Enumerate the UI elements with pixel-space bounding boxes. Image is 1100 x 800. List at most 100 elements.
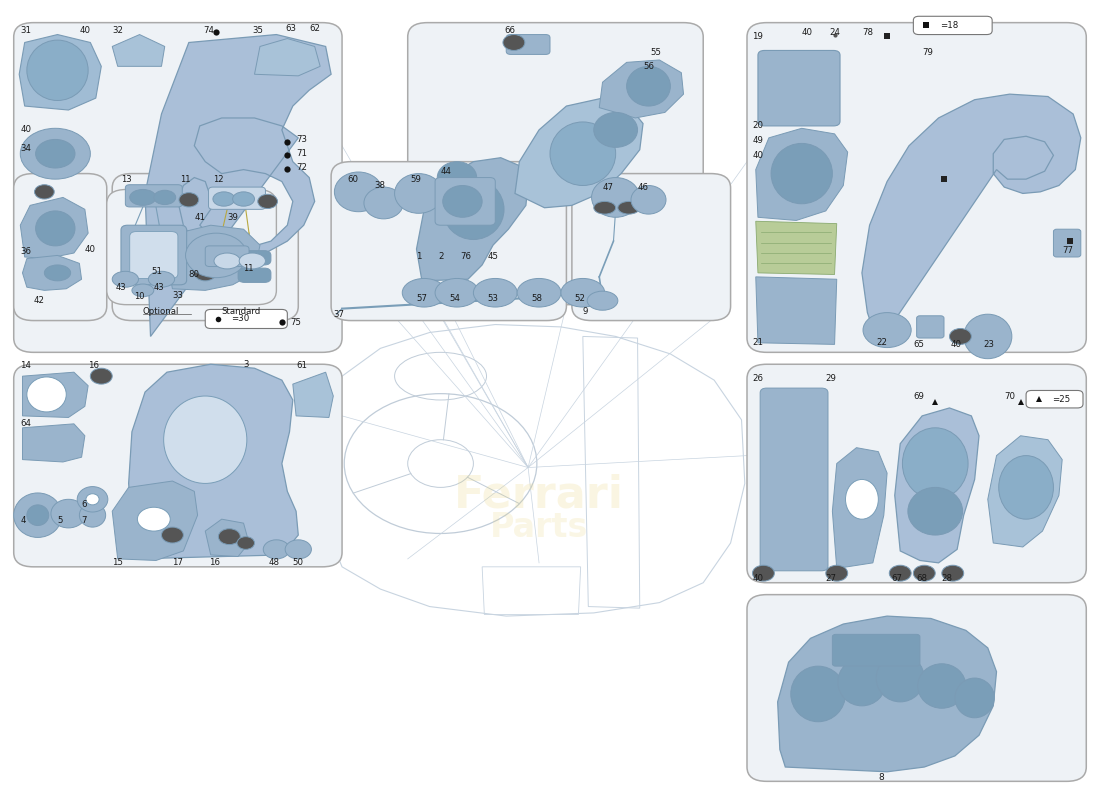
Text: 40: 40 (752, 151, 763, 160)
Ellipse shape (138, 507, 170, 531)
Polygon shape (112, 34, 165, 66)
Text: 24: 24 (829, 29, 840, 38)
Ellipse shape (130, 190, 156, 206)
Text: 67: 67 (891, 574, 902, 583)
Text: 70: 70 (1004, 391, 1015, 401)
Polygon shape (293, 372, 333, 418)
Text: 57: 57 (417, 294, 428, 303)
Polygon shape (756, 128, 848, 221)
Ellipse shape (232, 192, 254, 206)
Text: 76: 76 (460, 253, 471, 262)
Polygon shape (112, 481, 198, 561)
Ellipse shape (44, 265, 70, 281)
Ellipse shape (26, 377, 66, 412)
FancyBboxPatch shape (760, 388, 828, 571)
Ellipse shape (34, 185, 54, 199)
Ellipse shape (949, 329, 971, 344)
Text: 29: 29 (826, 374, 837, 383)
FancyBboxPatch shape (209, 187, 265, 210)
Text: 20: 20 (752, 122, 763, 130)
Polygon shape (19, 34, 101, 110)
Text: 37: 37 (333, 310, 344, 318)
Text: 40: 40 (752, 574, 763, 583)
FancyBboxPatch shape (747, 594, 1087, 782)
Text: 73: 73 (296, 135, 307, 144)
Text: 53: 53 (487, 294, 498, 303)
Ellipse shape (263, 540, 289, 559)
Polygon shape (756, 277, 837, 344)
Ellipse shape (148, 271, 175, 287)
Text: 65: 65 (913, 340, 924, 349)
Text: 75: 75 (290, 318, 301, 326)
Text: 77: 77 (1063, 246, 1074, 255)
Ellipse shape (618, 202, 640, 214)
Text: 10: 10 (134, 292, 144, 302)
Polygon shape (20, 198, 88, 258)
Ellipse shape (214, 253, 240, 269)
Text: 74: 74 (204, 26, 214, 35)
Ellipse shape (239, 253, 265, 269)
Ellipse shape (503, 34, 525, 50)
Text: 56: 56 (644, 62, 654, 71)
Text: 48: 48 (268, 558, 279, 567)
Ellipse shape (35, 139, 75, 168)
Text: 3: 3 (243, 360, 249, 369)
Ellipse shape (34, 206, 54, 221)
Text: 13: 13 (121, 174, 132, 184)
Text: 40: 40 (85, 245, 96, 254)
Text: 71: 71 (296, 150, 307, 158)
Text: 8: 8 (878, 773, 884, 782)
Text: 34: 34 (20, 144, 31, 153)
Text: 45: 45 (487, 253, 498, 262)
Text: 40: 40 (802, 29, 813, 38)
Ellipse shape (257, 194, 277, 209)
Ellipse shape (908, 487, 962, 535)
FancyBboxPatch shape (13, 364, 342, 567)
Ellipse shape (285, 540, 311, 559)
FancyBboxPatch shape (206, 246, 249, 266)
Text: Optional: Optional (143, 306, 179, 315)
Text: 58: 58 (531, 294, 542, 303)
FancyBboxPatch shape (758, 50, 840, 126)
FancyBboxPatch shape (408, 22, 703, 305)
Ellipse shape (838, 658, 886, 706)
Text: 46: 46 (638, 182, 649, 191)
Text: 35: 35 (252, 26, 263, 35)
Text: 6: 6 (81, 500, 87, 510)
FancyBboxPatch shape (238, 250, 271, 265)
Ellipse shape (179, 193, 199, 207)
Text: 49: 49 (752, 136, 763, 145)
Text: 17: 17 (173, 558, 184, 567)
Text: 52: 52 (574, 294, 585, 303)
FancyBboxPatch shape (331, 162, 566, 321)
Ellipse shape (913, 566, 935, 581)
FancyBboxPatch shape (436, 178, 495, 226)
Polygon shape (22, 372, 88, 418)
Text: =30: =30 (231, 314, 250, 323)
Text: 19: 19 (752, 32, 763, 41)
Text: 59: 59 (410, 174, 421, 184)
Ellipse shape (442, 186, 482, 218)
Text: 1: 1 (417, 253, 422, 262)
Polygon shape (894, 408, 979, 563)
Ellipse shape (79, 503, 106, 527)
FancyBboxPatch shape (125, 185, 183, 207)
Ellipse shape (236, 537, 254, 550)
Text: 80: 80 (189, 270, 200, 279)
Ellipse shape (631, 186, 666, 214)
Ellipse shape (13, 493, 62, 538)
Text: 68: 68 (916, 574, 927, 583)
Text: 43: 43 (116, 282, 127, 292)
FancyBboxPatch shape (572, 174, 730, 321)
Text: 40: 40 (79, 26, 90, 35)
Polygon shape (22, 255, 81, 290)
FancyBboxPatch shape (13, 22, 342, 352)
Text: 50: 50 (293, 558, 304, 567)
FancyBboxPatch shape (913, 16, 992, 34)
Ellipse shape (791, 666, 846, 722)
Text: 69: 69 (913, 391, 924, 401)
Ellipse shape (51, 499, 86, 528)
Text: 78: 78 (862, 29, 873, 38)
Ellipse shape (561, 278, 605, 307)
Ellipse shape (154, 190, 176, 205)
